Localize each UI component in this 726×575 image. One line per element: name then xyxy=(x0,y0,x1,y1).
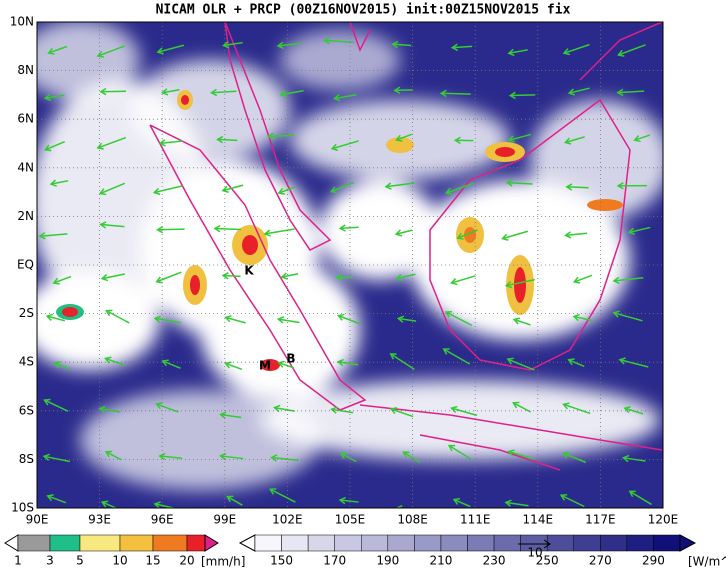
lat-label: 4S xyxy=(19,355,34,369)
olr-color-bin xyxy=(600,535,627,551)
olr-low-arrow xyxy=(240,535,255,551)
precip-color-bin xyxy=(80,535,120,551)
lat-label: 6S xyxy=(19,403,34,417)
olr-color-bin xyxy=(547,535,574,551)
olr-color-bin xyxy=(361,535,388,551)
precip-legend-label: 3 xyxy=(46,554,54,568)
wind-arrow-shaft xyxy=(510,95,535,96)
precip-color-bin xyxy=(120,535,153,551)
precip-high-arrow xyxy=(205,535,218,551)
olr-color-bin xyxy=(653,535,680,551)
wind-arrow-shaft xyxy=(223,276,240,277)
map-area xyxy=(20,20,670,512)
lon-label: 120E xyxy=(648,513,679,527)
olr-color-bin xyxy=(282,535,309,551)
precip-legend-label: 20 xyxy=(179,554,194,568)
lat-label: 10N xyxy=(10,15,34,29)
lon-label: 102E xyxy=(272,513,303,527)
olr-legend-unit: [W/m^2] xyxy=(688,555,726,569)
olr-high-arrow xyxy=(680,535,695,551)
lat-label: 2S xyxy=(19,306,34,320)
precip-legend-label: 5 xyxy=(76,554,84,568)
precip-low-arrow xyxy=(5,535,18,551)
olr-color-bin xyxy=(627,535,654,551)
lat-label: EQ xyxy=(17,258,34,272)
lat-label: 8S xyxy=(19,452,34,466)
precip-color-bin xyxy=(18,535,50,551)
lon-label: 108E xyxy=(397,513,428,527)
place-label: K xyxy=(244,264,254,278)
place-label: M xyxy=(259,359,271,373)
olr-color-bin xyxy=(574,535,601,551)
precip-legend-label: 10 xyxy=(112,554,127,568)
olr-legend-label: 210 xyxy=(429,554,452,568)
precip-legend-unit: [mm/h] xyxy=(201,555,245,569)
olr-legend-label: 230 xyxy=(483,554,506,568)
lon-label: 111E xyxy=(460,513,491,527)
title: NICAM OLR + PRCP (00Z16NOV2015) init:00Z… xyxy=(156,3,571,18)
wind-arrow-shaft xyxy=(395,90,413,91)
lon-label: 99E xyxy=(213,513,236,527)
olr-legend-label: 150 xyxy=(270,554,293,568)
wind-arrow-shaft xyxy=(158,229,185,230)
olr-legend-label: 290 xyxy=(642,554,665,568)
precip-color-bin xyxy=(187,535,205,551)
place-label: B xyxy=(286,352,295,366)
olr-color-bin xyxy=(308,535,335,551)
wind-arrow-shaft xyxy=(441,93,471,94)
wind-arrow-shaft xyxy=(218,139,238,140)
lon-label: 105E xyxy=(335,513,366,527)
olr-color-bin xyxy=(388,535,415,551)
olr-color-bin xyxy=(255,535,282,551)
lon-label: 90E xyxy=(26,513,49,527)
lon-label: 96E xyxy=(151,513,174,527)
precip-color-bin xyxy=(50,535,80,551)
olr-color-bin xyxy=(468,535,495,551)
lat-label: 4N xyxy=(17,160,34,174)
olr-color-bin xyxy=(414,535,441,551)
wind-arrow-shaft xyxy=(567,187,589,188)
lat-label: 2N xyxy=(17,209,34,223)
wind-arrow-shaft xyxy=(101,91,126,92)
vector-scale-label: 10 xyxy=(527,546,542,560)
olr-color-bin xyxy=(494,535,521,551)
olr-legend-label: 190 xyxy=(376,554,399,568)
lon-label: 93E xyxy=(88,513,111,527)
lon-label: 117E xyxy=(585,513,616,527)
precip-color-bin xyxy=(153,535,187,551)
wind-arrow-shaft xyxy=(397,508,413,510)
lat-label: 8N xyxy=(17,63,34,77)
precip-legend-label: 15 xyxy=(145,554,160,568)
precip-legend-label: 1 xyxy=(14,554,22,568)
olr-legend-label: 170 xyxy=(323,554,346,568)
lat-label: 6N xyxy=(17,112,34,126)
olr-legend-label: 270 xyxy=(589,554,612,568)
lon-label: 114E xyxy=(523,513,554,527)
olr-color-bin xyxy=(441,535,468,551)
olr-color-bin xyxy=(335,535,362,551)
